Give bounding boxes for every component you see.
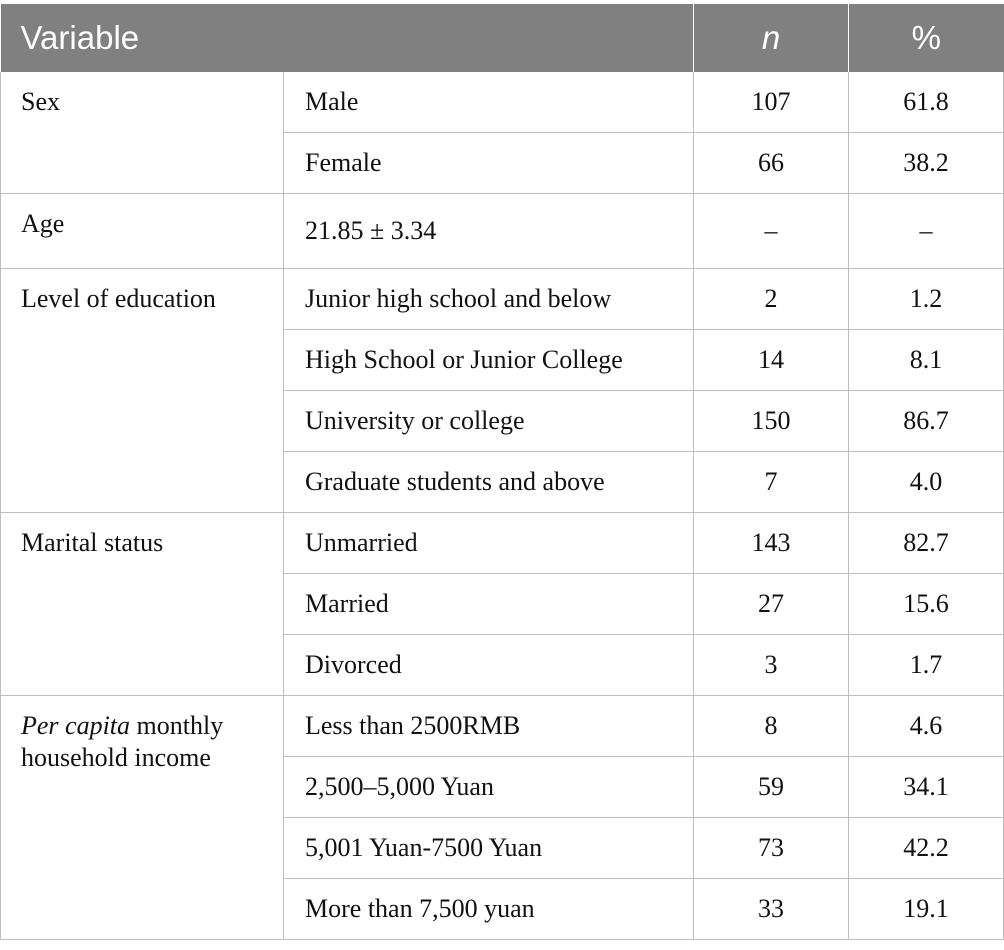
item-cell: Female [283, 132, 695, 194]
table-row: Married 27 15.6 [1, 573, 1004, 635]
category-education: Level of education [0, 268, 284, 513]
percent-cell: 1.2 [848, 268, 1004, 330]
item-cell: 21.85 ± 3.34 [283, 193, 695, 269]
percent-cell: 86.7 [848, 390, 1004, 452]
percent-cell: 4.6 [848, 695, 1004, 757]
item-cell: Junior high school and below [283, 268, 695, 330]
item-cell: More than 7,500 yuan [283, 878, 695, 940]
n-cell: 150 [693, 390, 850, 452]
item-cell: Married [283, 573, 695, 635]
table-row: Graduate students and above 7 4.0 [1, 451, 1004, 513]
n-cell: 59 [693, 756, 850, 818]
item-cell: 5,001 Yuan-7500 Yuan [283, 817, 695, 879]
income-label-rest: monthly household income [21, 711, 224, 772]
demographics-table: Variable n % Sex Male 107 61.8 Female 66… [0, 4, 1004, 940]
table-row: Divorced 3 1.7 [1, 634, 1004, 696]
item-cell: 2,500–5,000 Yuan [283, 756, 695, 818]
percent-cell: 34.1 [848, 756, 1004, 818]
header-row: Variable n % [0, 4, 1004, 72]
percent-cell: 42.2 [848, 817, 1004, 879]
header-percent: % [848, 4, 1004, 72]
table-body: Sex Male 107 61.8 Female 66 38.2 Age 21.… [0, 72, 1004, 940]
n-cell: 14 [693, 329, 850, 391]
n-cell: 143 [693, 512, 850, 574]
percent-cell: 61.8 [848, 72, 1004, 133]
n-cell: 66 [693, 132, 850, 194]
table-row: High School or Junior College 14 8.1 [1, 329, 1004, 391]
n-cell: 3 [693, 634, 850, 696]
item-cell: Graduate students and above [283, 451, 695, 513]
item-cell: High School or Junior College [283, 329, 695, 391]
header-variable: Variable [0, 4, 695, 72]
table-header: Variable n % [0, 4, 1004, 72]
table-row: 2,500–5,000 Yuan 59 34.1 [1, 756, 1004, 818]
n-cell: 33 [693, 878, 850, 940]
table-row: 5,001 Yuan-7500 Yuan 73 42.2 [1, 817, 1004, 879]
table-row: Sex Male 107 61.8 [0, 72, 1004, 194]
n-cell: 107 [693, 72, 850, 133]
percent-cell: 82.7 [848, 512, 1004, 574]
item-cell: Less than 2500RMB [283, 695, 695, 757]
category-sex: Sex [0, 72, 284, 194]
category-income: Per capita monthly household income [0, 695, 284, 940]
table-row: More than 7,500 yuan 33 19.1 [1, 878, 1004, 940]
n-cell: 27 [693, 573, 850, 635]
n-cell: 7 [693, 451, 850, 513]
n-cell: 2 [693, 268, 850, 330]
table-row: University or college 150 86.7 [1, 390, 1004, 452]
table-row: Female 66 38.2 [1, 132, 1004, 194]
item-cell: University or college [283, 390, 695, 452]
income-label-italic: Per capita [21, 711, 131, 740]
table-row: Age 21.85 ± 3.34 – – [0, 193, 1004, 269]
item-cell: Male [283, 72, 695, 133]
header-n: n [693, 4, 850, 72]
percent-cell: 19.1 [848, 878, 1004, 940]
item-cell: Divorced [283, 634, 695, 696]
n-cell: – [693, 193, 850, 269]
percent-cell: 4.0 [848, 451, 1004, 513]
item-cell: Unmarried [283, 512, 695, 574]
table-row: Level of education Junior high school an… [0, 268, 1004, 513]
percent-cell: 15.6 [848, 573, 1004, 635]
percent-cell: 1.7 [848, 634, 1004, 696]
table-row: Per capita monthly household income Less… [0, 695, 1004, 940]
n-cell: 73 [693, 817, 850, 879]
percent-cell: – [848, 193, 1004, 269]
category-marital-status: Marital status [0, 512, 284, 696]
category-age: Age [0, 193, 284, 269]
n-cell: 8 [693, 695, 850, 757]
table-row: Marital status Unmarried 143 82.7 [0, 512, 1004, 696]
percent-cell: 8.1 [848, 329, 1004, 391]
percent-cell: 38.2 [848, 132, 1004, 194]
